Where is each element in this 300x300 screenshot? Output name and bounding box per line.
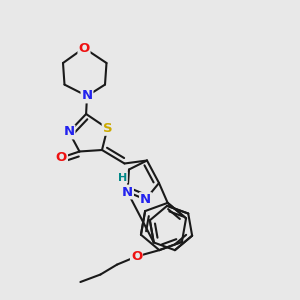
Text: N: N — [140, 193, 151, 206]
Text: O: O — [131, 250, 142, 263]
Text: O: O — [78, 41, 90, 55]
Text: S: S — [103, 122, 112, 135]
Text: N: N — [63, 125, 75, 139]
Text: H: H — [118, 172, 127, 183]
Text: N: N — [122, 185, 133, 199]
Text: O: O — [56, 151, 67, 164]
Text: N: N — [81, 89, 93, 103]
